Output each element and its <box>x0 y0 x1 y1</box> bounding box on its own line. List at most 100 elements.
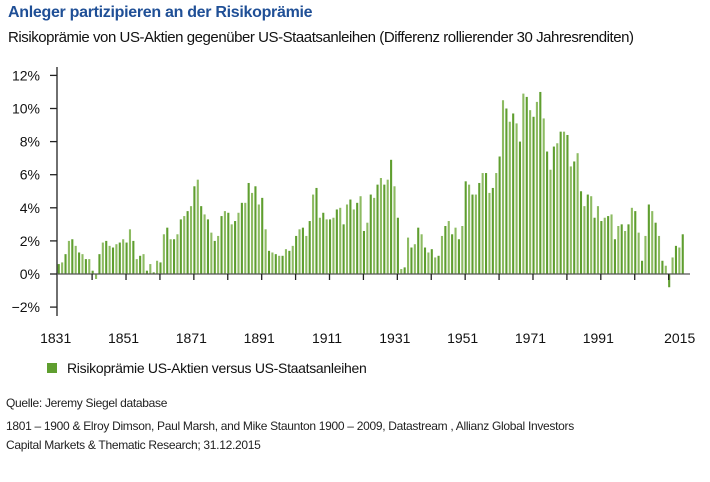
bar-1959 <box>491 187 494 274</box>
bar-1982 <box>569 166 572 274</box>
bar-1922 <box>366 222 369 274</box>
bar-1983 <box>573 161 576 274</box>
bar-1948 <box>454 227 457 274</box>
y-tick-label: 2% <box>20 233 40 249</box>
bar-1930 <box>393 186 396 274</box>
bar-1970 <box>529 110 532 274</box>
bar-1908 <box>318 217 321 274</box>
bar-1837 <box>78 252 81 274</box>
bar-1866 <box>176 234 179 274</box>
x-tick-label: 1971 <box>515 330 546 346</box>
chart-title: Anleger partizipieren an der Risikoprämi… <box>8 4 313 21</box>
bar-1977 <box>552 146 555 274</box>
bar-1840 <box>88 259 91 274</box>
bar-2009 <box>661 260 664 274</box>
bar-1940 <box>427 252 430 274</box>
bar-1997 <box>620 224 623 274</box>
bar-1910 <box>325 219 328 274</box>
bar-1992 <box>603 217 606 274</box>
x-tick-label: 2015 <box>664 330 695 346</box>
bar-1850 <box>122 239 125 274</box>
y-tick-label: −2% <box>12 299 40 315</box>
bar-2002 <box>637 232 640 274</box>
bar-1893 <box>267 250 271 274</box>
bar-1944 <box>440 235 444 274</box>
bar-1896 <box>278 255 281 274</box>
bar-1882 <box>230 224 233 274</box>
bar-1950 <box>461 226 464 274</box>
bar-1832 <box>61 262 64 274</box>
bar-1902 <box>298 229 301 274</box>
bar-1963 <box>505 108 508 274</box>
bar-1947 <box>451 234 454 274</box>
bar-1879 <box>220 216 223 274</box>
bar-1987 <box>586 194 589 274</box>
bar-chart: 12% 10% 8% 6% 4% 2% 0% −2% 1831 1851 1871 1891 1911… <box>12 67 695 346</box>
bar-1961 <box>498 156 501 274</box>
bar-1906 <box>312 194 315 274</box>
bar-1911 <box>329 219 332 274</box>
bar-1952 <box>468 184 471 274</box>
bar-1863 <box>166 227 169 274</box>
bar-1967 <box>518 141 522 274</box>
bar-1878 <box>217 235 220 274</box>
bar-1988 <box>590 196 593 274</box>
bar-1937 <box>417 227 420 274</box>
bar-1894 <box>271 252 274 274</box>
bar-1852 <box>128 229 132 274</box>
bar-1854 <box>135 259 138 274</box>
bar-1929 <box>390 159 393 274</box>
bar-1873 <box>200 206 203 274</box>
legend: Risikoprämie US-Aktien versus US-Staatsa… <box>47 360 367 376</box>
bar-1835 <box>71 239 74 274</box>
x-tick-label: 1911 <box>312 330 342 346</box>
bar-1889 <box>254 186 257 274</box>
x-tick-label: 1931 <box>379 330 410 346</box>
bar-1903 <box>301 227 304 274</box>
bar-2008 <box>657 235 661 274</box>
bar-1839 <box>84 259 87 274</box>
bar-1998 <box>624 230 627 274</box>
bar-1964 <box>508 121 511 275</box>
bar-1956 <box>481 173 484 274</box>
bar-1891 <box>261 197 264 274</box>
y-axis-ticks: 12% 10% 8% 6% 4% 2% 0% −2% <box>12 67 40 315</box>
bar-1957 <box>485 173 488 274</box>
bar-1978 <box>556 143 559 274</box>
bar-1924 <box>373 197 376 274</box>
bar-1926 <box>379 178 382 274</box>
bar-1925 <box>376 184 379 274</box>
bar-1871 <box>193 186 196 274</box>
bar-1955 <box>478 182 481 274</box>
bar-1974 <box>542 118 545 275</box>
bar-1973 <box>539 91 542 274</box>
bar-1858 <box>149 264 152 274</box>
bar-1897 <box>281 255 284 274</box>
bar-1919 <box>356 202 359 274</box>
bar-1951 <box>464 181 467 274</box>
source-line-1: Quelle: Jeremy Siegel database <box>6 396 168 410</box>
bar-1981 <box>566 134 569 274</box>
x-tick-label: 1871 <box>176 330 207 346</box>
bar-1985 <box>579 191 583 274</box>
bar-1918 <box>352 209 355 274</box>
bar-1945 <box>444 226 447 274</box>
y-tick-label: 6% <box>20 167 40 183</box>
bar-1928 <box>386 179 389 274</box>
bar-1845 <box>105 240 108 274</box>
bar-1943 <box>437 255 440 274</box>
bars <box>57 91 684 288</box>
bar-1834 <box>67 240 70 274</box>
bar-1933 <box>403 267 406 274</box>
bar-1914 <box>339 207 342 274</box>
bar-1890 <box>257 204 260 274</box>
bar-1927 <box>383 184 386 274</box>
bar-1949 <box>457 239 460 274</box>
bar-1886 <box>244 202 247 274</box>
bar-2007 <box>654 222 657 274</box>
bar-1939 <box>423 247 427 274</box>
x-tick-label: 1951 <box>447 330 478 346</box>
bar-1847 <box>111 247 115 274</box>
x-axis-ticks: 1831 1851 1871 1891 1911 1931 1951 1971 1991 2015 <box>40 330 695 346</box>
bar-1892 <box>264 229 267 274</box>
